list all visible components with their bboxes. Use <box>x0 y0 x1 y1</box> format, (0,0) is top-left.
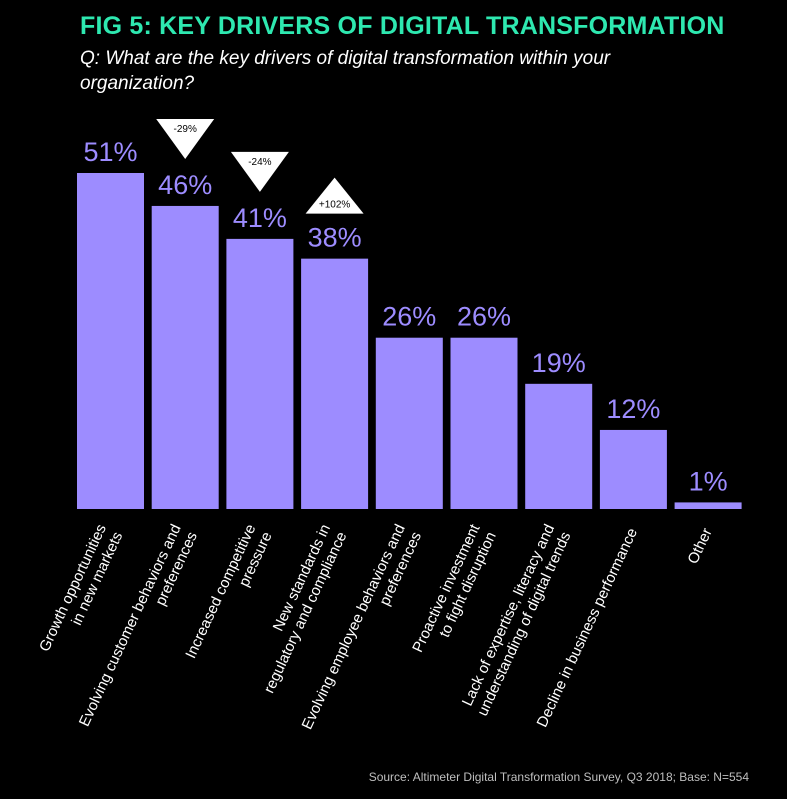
bar <box>674 502 742 509</box>
bar-value-label: 41% <box>233 203 287 233</box>
up-triangle-icon <box>305 177 364 214</box>
down-triangle-icon <box>156 118 215 159</box>
bar-value-label: 38% <box>308 223 362 253</box>
bar-value-label: 46% <box>158 170 212 200</box>
chart-title: FIG 5: KEY DRIVERS OF DIGITAL TRANSFORMA… <box>80 12 725 40</box>
change-badge-label: -24% <box>248 157 271 168</box>
bar-value-label: 19% <box>532 348 586 378</box>
bar <box>226 238 294 509</box>
bar <box>77 173 144 509</box>
bar-value-label: 12% <box>606 394 660 424</box>
change-badge: -29% <box>156 118 215 159</box>
bar <box>525 383 593 509</box>
category-label: Other <box>684 526 715 567</box>
bar-value-label: 1% <box>689 466 728 496</box>
chart-question: Q: What are the key drivers of digital t… <box>80 48 611 94</box>
bar <box>599 429 667 509</box>
bar <box>450 337 518 509</box>
source-note: Source: Altimeter Digital Transformation… <box>368 770 749 784</box>
bar <box>375 337 443 509</box>
bar <box>301 258 369 509</box>
change-badge-label: -29% <box>174 124 197 135</box>
bar-value-label: 26% <box>457 302 511 332</box>
bar-value-label: 26% <box>382 302 436 332</box>
bar <box>151 205 219 510</box>
change-badge: -24% <box>230 151 289 192</box>
change-badge-label: +102% <box>319 200 351 211</box>
change-badge: +102% <box>305 177 364 214</box>
down-triangle-icon <box>230 151 289 192</box>
bar-value-label: 51% <box>83 137 137 167</box>
